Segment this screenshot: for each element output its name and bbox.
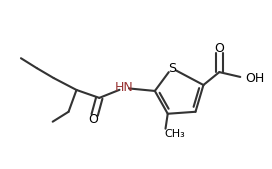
Text: HN: HN: [115, 81, 134, 94]
Text: CH₃: CH₃: [165, 129, 186, 139]
Text: OH: OH: [245, 71, 264, 84]
Text: O: O: [214, 42, 224, 55]
Text: O: O: [88, 113, 98, 126]
Text: S: S: [168, 62, 176, 75]
